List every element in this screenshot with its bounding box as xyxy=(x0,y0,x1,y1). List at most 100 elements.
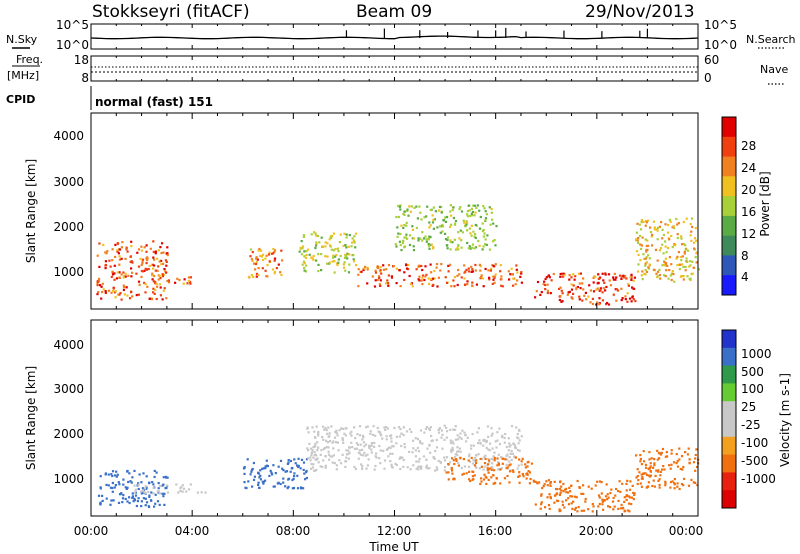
heatmap-cell xyxy=(627,502,631,505)
heatmap-cell xyxy=(488,449,491,452)
heatmap-cell xyxy=(490,434,493,437)
velocity-ytick-1000: 1000 xyxy=(53,472,84,486)
heatmap-cell xyxy=(425,240,428,243)
heatmap-cell xyxy=(667,277,670,280)
heatmap-cell xyxy=(114,243,117,246)
heatmap-cell xyxy=(429,224,432,227)
velocity-colorbar-step xyxy=(722,454,736,473)
heatmap-cell xyxy=(697,268,700,271)
heatmap-cell xyxy=(466,210,469,213)
heatmap-cell xyxy=(472,459,475,462)
heatmap-cell xyxy=(477,442,480,445)
heatmap-cell xyxy=(492,264,495,268)
heatmap-cell xyxy=(467,267,470,270)
heatmap-cell xyxy=(456,283,459,287)
heatmap-cell xyxy=(473,459,476,463)
heatmap-cell xyxy=(148,495,151,498)
heatmap-cell xyxy=(256,258,259,261)
heatmap-cell xyxy=(345,453,349,456)
velocity-panel-bg xyxy=(91,320,698,516)
heatmap-cell xyxy=(273,249,277,252)
heatmap-cell xyxy=(289,459,293,463)
heatmap-cell xyxy=(695,252,698,255)
heatmap-cell xyxy=(293,475,296,478)
heatmap-cell xyxy=(658,268,661,271)
heatmap-cell xyxy=(126,500,129,503)
heatmap-cell xyxy=(348,451,351,454)
heatmap-cell xyxy=(598,480,602,483)
heatmap-cell xyxy=(520,435,523,438)
heatmap-cell xyxy=(424,235,427,238)
heatmap-cell xyxy=(125,286,128,289)
heatmap-cell xyxy=(667,231,670,234)
heatmap-cell xyxy=(468,470,471,473)
heatmap-cell xyxy=(499,264,502,267)
heatmap-cell xyxy=(439,231,442,234)
heatmap-cell xyxy=(649,470,652,473)
heatmap-cell xyxy=(433,218,436,221)
heatmap-cell xyxy=(144,485,147,488)
heatmap-cell xyxy=(561,503,564,506)
heatmap-cell xyxy=(491,462,494,465)
heatmap-cell xyxy=(467,459,470,462)
heatmap-cell xyxy=(374,455,377,458)
heatmap-cell xyxy=(268,251,271,254)
heatmap-cell xyxy=(432,206,435,209)
heatmap-cell xyxy=(516,449,520,452)
heatmap-cell xyxy=(462,219,465,222)
heatmap-cell xyxy=(467,247,470,250)
heatmap-cell xyxy=(255,256,258,259)
heatmap-cell xyxy=(137,487,140,491)
heatmap-cell xyxy=(470,456,473,459)
heatmap-cell xyxy=(496,464,499,467)
heatmap-cell xyxy=(500,284,503,287)
heatmap-cell xyxy=(395,442,398,445)
heatmap-cell xyxy=(511,469,515,472)
heatmap-cell xyxy=(353,260,356,263)
heatmap-cell xyxy=(471,462,475,465)
heatmap-cell xyxy=(141,258,145,261)
heatmap-cell xyxy=(96,293,99,296)
heatmap-cell xyxy=(599,287,602,290)
heatmap-cell xyxy=(162,251,165,254)
heatmap-cell xyxy=(380,434,383,437)
heatmap-cell xyxy=(326,242,329,245)
heatmap-cell xyxy=(255,257,258,260)
heatmap-cell xyxy=(505,463,508,466)
heatmap-cell xyxy=(543,483,546,486)
heatmap-cell xyxy=(450,285,453,288)
heatmap-cell xyxy=(343,256,347,260)
heatmap-cell xyxy=(428,443,431,446)
heatmap-cell xyxy=(346,252,349,255)
heatmap-cell xyxy=(104,263,108,267)
heatmap-cell xyxy=(650,457,653,460)
heatmap-cell xyxy=(153,274,156,278)
heatmap-cell xyxy=(486,234,489,237)
heatmap-cell xyxy=(477,453,480,456)
heatmap-cell xyxy=(444,238,448,241)
heatmap-cell xyxy=(362,268,365,272)
heatmap-cell xyxy=(304,478,307,481)
velocity-colorbar-step xyxy=(722,472,736,491)
heatmap-cell xyxy=(637,241,640,244)
heatmap-cell xyxy=(668,238,671,241)
heatmap-cell xyxy=(398,269,401,272)
heatmap-cell xyxy=(315,259,318,262)
velocity-colorbar-label: Velocity [m s-1] xyxy=(778,373,792,467)
heatmap-cell xyxy=(309,447,313,450)
heatmap-cell xyxy=(98,242,101,245)
heatmap-cell xyxy=(146,259,149,262)
heatmap-cell xyxy=(320,269,323,272)
heatmap-cell xyxy=(471,243,475,246)
heatmap-cell xyxy=(425,426,429,429)
heatmap-cell xyxy=(669,486,672,489)
heatmap-cell xyxy=(668,464,671,467)
heatmap-cell xyxy=(656,238,659,241)
heatmap-cell xyxy=(672,244,676,247)
heatmap-cell xyxy=(511,452,514,455)
heatmap-cell xyxy=(505,445,508,449)
heatmap-cell xyxy=(653,226,656,229)
heatmap-cell xyxy=(428,428,431,432)
heatmap-cell xyxy=(255,275,258,278)
heatmap-cell xyxy=(538,481,541,484)
